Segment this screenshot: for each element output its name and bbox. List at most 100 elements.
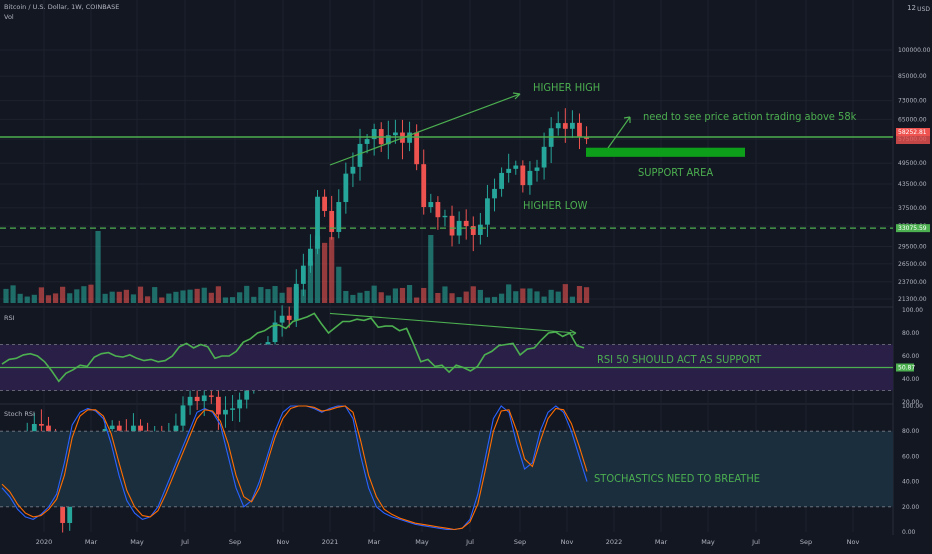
candle-body	[67, 497, 73, 523]
stoch-y-tick-label: 0.00	[902, 529, 916, 536]
candle-body	[208, 395, 214, 397]
volume-bar	[392, 288, 398, 303]
volume-bar	[222, 297, 229, 303]
volume-bar	[208, 292, 214, 303]
x-tick-label: May	[130, 538, 144, 546]
candle-body	[414, 132, 420, 165]
support-price-tag-bg	[896, 224, 930, 233]
x-tick-label: 2020	[36, 538, 53, 546]
rsi-y-tick-label: 20.00	[902, 399, 919, 406]
volume-bar	[201, 287, 207, 303]
volume-bar	[421, 287, 427, 303]
y-tick-label: 65000.00	[898, 116, 927, 123]
current-price-tag: 58252.81	[898, 129, 927, 136]
candle-body	[230, 408, 235, 410]
candle-body	[180, 405, 186, 426]
volume-bar	[399, 287, 406, 303]
rsi-y-tick-label: 80.00	[902, 330, 919, 337]
volume-bar	[67, 293, 73, 303]
candle-body	[541, 146, 547, 168]
candle-body	[293, 283, 299, 320]
stoch-breathe-label: STOCHASTICS NEED TO BREATHE	[594, 472, 760, 485]
candle-body	[371, 129, 377, 140]
volume-bar	[215, 286, 221, 303]
support-area-box	[586, 147, 745, 157]
candle-body	[456, 220, 462, 236]
y-tick-label: 37500.00	[898, 205, 927, 212]
volume-bar	[229, 297, 236, 303]
y-tick-label: 73000.00	[898, 98, 927, 105]
x-tick-label: Nov	[277, 538, 290, 546]
x-tick-label: Jul	[751, 538, 760, 546]
candle-body	[286, 315, 292, 320]
rsi-support-label: RSI 50 SHOULD ACT AS SUPPORT	[597, 353, 762, 366]
candle-body	[499, 172, 504, 189]
need-58k-arrow	[607, 116, 631, 149]
volume-bar	[499, 293, 505, 303]
volume-bar	[406, 284, 413, 303]
volume-bar	[555, 291, 561, 303]
volume-bar	[357, 292, 363, 303]
candle-body	[223, 409, 228, 415]
volume-bar	[569, 296, 575, 303]
currency-label[interactable]: USD	[917, 6, 930, 13]
volume-bar	[251, 296, 257, 303]
volume-bar	[307, 261, 314, 303]
volume-bar	[137, 286, 144, 303]
volume-bar	[166, 293, 172, 303]
x-tick-label: Sep	[800, 538, 812, 546]
volume-bar	[350, 294, 356, 303]
volume-bar	[520, 288, 526, 303]
volume-bar	[385, 295, 391, 303]
higher-high-label: HIGHER HIGH	[533, 81, 600, 94]
volume-bar	[414, 297, 420, 303]
candle-body	[534, 167, 540, 171]
candle-body	[520, 165, 526, 186]
candle-body	[470, 226, 476, 235]
volume-bar	[187, 289, 193, 303]
candle-body	[329, 210, 335, 232]
candle-body	[308, 248, 313, 266]
countdown-tag-bg	[896, 136, 930, 144]
volume-bar	[123, 289, 129, 303]
rsi-value-tag-bg	[896, 363, 914, 372]
volume-bar	[442, 286, 448, 303]
volume-bar	[513, 291, 519, 303]
candle-body	[109, 425, 115, 430]
stoch-band	[0, 431, 893, 507]
candle-body	[279, 315, 285, 323]
volume-bar	[527, 288, 533, 303]
candle-body	[385, 135, 391, 145]
support-area-label: SUPPORT AREA	[638, 166, 713, 179]
volume-bar	[314, 235, 321, 303]
x-tick-label: Sep	[229, 538, 241, 546]
volume-bar	[24, 296, 30, 303]
volume-bar	[38, 287, 44, 303]
y-tick-label: 29500.00	[898, 244, 927, 251]
volume-bar	[130, 294, 137, 303]
rsi-value-tag: 50.87	[898, 365, 915, 372]
x-tick-label: Jul	[465, 538, 474, 546]
volume-bar	[10, 285, 16, 303]
y-tick-label: 100000.00	[898, 47, 931, 54]
candle-body	[435, 202, 441, 218]
volume-bar	[378, 292, 384, 303]
volume-bar	[576, 286, 583, 303]
candle-body	[513, 165, 519, 169]
candle-body	[216, 396, 221, 415]
rsi-y-tick-label: 40.00	[902, 376, 919, 383]
volume-bar	[456, 297, 462, 303]
volume-bar	[116, 291, 122, 303]
candle-body	[131, 425, 136, 433]
candle-body	[393, 132, 398, 136]
volume-bar	[562, 284, 568, 303]
candle-body	[237, 399, 243, 409]
candle-body	[485, 198, 490, 225]
volume-bar	[435, 293, 441, 303]
x-tick-label: Mar	[85, 538, 98, 546]
x-tick-label: 2021	[322, 538, 339, 546]
y-tick-label: 85000.00	[898, 73, 927, 80]
rsi-divergence-arrowhead	[569, 329, 577, 337]
volume-bar	[31, 294, 37, 303]
